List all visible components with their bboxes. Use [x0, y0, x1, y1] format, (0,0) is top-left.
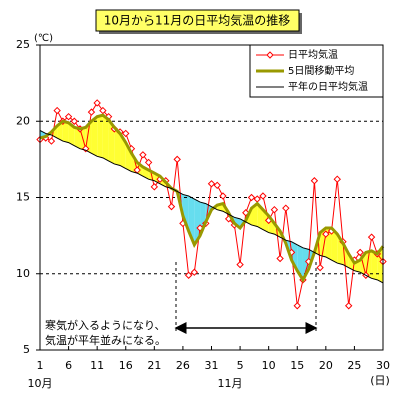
y-tick-label: 20	[16, 114, 30, 127]
fill-area	[251, 203, 258, 227]
x-tick-label: 30	[376, 359, 390, 372]
y-axis-label: (℃)	[34, 33, 53, 44]
point-marker	[270, 205, 279, 214]
y-tick-label: 15	[16, 191, 30, 204]
fill-area	[114, 127, 121, 166]
fill-area	[97, 115, 103, 158]
point-marker	[367, 233, 376, 241]
legend-label: 平年の日平均気温	[288, 80, 368, 93]
x-tick-label: 15	[290, 359, 304, 372]
month-label: 10月	[28, 377, 53, 390]
point-marker	[356, 248, 364, 257]
fill-area	[85, 121, 92, 154]
series-line	[39, 113, 385, 283]
series-line	[39, 129, 384, 284]
annotation: 寒気が入るようになり、	[45, 318, 166, 332]
x-tick-label: 31	[205, 359, 219, 372]
y-tick-label: 25	[16, 38, 30, 51]
point-marker	[247, 193, 256, 202]
x-tick-label: 1	[37, 359, 44, 372]
chart-title: 10月から11月の日平均気温の推移	[104, 13, 291, 28]
x-tick-label: 25	[347, 359, 361, 372]
point-marker	[173, 155, 181, 164]
title-box	[95, 9, 300, 32]
point-marker	[150, 183, 159, 191]
fill-area	[74, 127, 81, 149]
x-tick-label: 6	[65, 359, 72, 372]
x-tick-label: 10	[262, 359, 276, 372]
x-tick-label: 11	[90, 359, 104, 372]
plot-frame	[39, 44, 384, 351]
point-marker	[293, 302, 301, 310]
point-marker	[53, 106, 61, 115]
x-tick-label: 21	[147, 359, 161, 372]
x-tick-label: 26	[176, 359, 190, 372]
point-marker	[213, 181, 221, 190]
legend-marker	[266, 51, 274, 59]
fill-area	[331, 228, 338, 264]
point-marker	[344, 302, 353, 310]
point-marker	[282, 204, 290, 212]
point-marker	[144, 158, 153, 167]
x-tick-label: 5	[237, 359, 244, 372]
point-marker	[93, 99, 101, 107]
point-marker	[139, 151, 147, 159]
fill-area	[365, 250, 372, 279]
x-tick-label: 16	[119, 359, 133, 372]
fill-area	[91, 116, 98, 157]
point-marker	[207, 180, 216, 188]
y-tick-label: 5	[23, 343, 30, 356]
fill-area	[68, 122, 75, 146]
month-label: 11月	[218, 377, 243, 390]
point-marker	[47, 137, 56, 145]
point-marker	[219, 192, 227, 200]
point-marker	[259, 192, 267, 200]
annotation: 気温が平年並みになる。	[45, 333, 166, 347]
point-marker	[87, 108, 96, 116]
point-marker	[322, 230, 330, 238]
point-marker	[190, 268, 199, 276]
point-marker	[310, 177, 319, 185]
fill-area	[371, 250, 378, 280]
point-marker	[333, 175, 341, 183]
legend-label: 日平均気温	[288, 48, 338, 61]
x-tick-label: 20	[319, 359, 333, 372]
fill-area	[291, 241, 298, 271]
point-marker	[70, 117, 79, 125]
x-unit: (日)	[370, 374, 390, 387]
point-marker	[64, 112, 73, 121]
point-marker	[253, 195, 261, 203]
point-marker	[236, 260, 244, 269]
point-marker	[184, 271, 193, 279]
y-tick-label: 10	[16, 267, 30, 280]
legend-label: 5日間移動平均	[288, 64, 354, 77]
fill-area	[102, 115, 109, 161]
point-marker	[167, 202, 176, 211]
fill-area	[194, 199, 201, 245]
point-marker	[122, 129, 130, 138]
point-marker	[316, 263, 324, 272]
fill-area	[62, 121, 69, 143]
point-marker	[276, 254, 284, 263]
point-marker	[99, 106, 107, 115]
fill-area	[125, 142, 132, 172]
fill-area	[182, 194, 189, 232]
